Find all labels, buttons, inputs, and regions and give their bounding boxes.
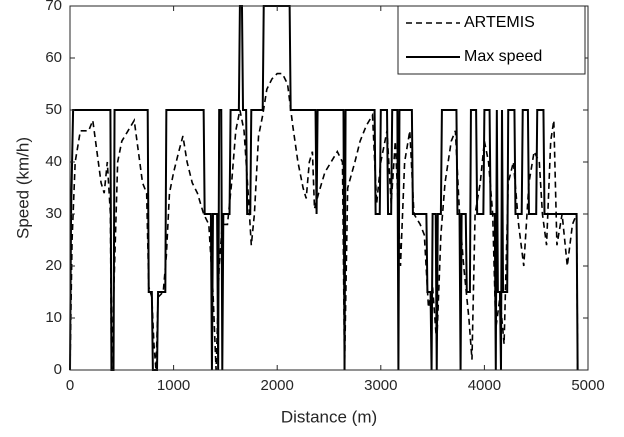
legend-label: ARTEMIS: [464, 14, 535, 31]
y-tick-label: 30: [45, 205, 62, 222]
x-tick-label: 1000: [157, 377, 190, 394]
x-tick-label: 0: [66, 377, 74, 394]
axes-box: [69, 5, 589, 371]
y-axis-label: Speed (km/h): [13, 137, 32, 239]
y-tick-label: 40: [45, 153, 62, 170]
y-tick-label: 60: [45, 49, 62, 66]
x-axis-label: Distance (m): [281, 407, 377, 426]
x-tick-label: 3000: [364, 377, 397, 394]
plot-area: [69, 5, 579, 371]
y-tick-label: 0: [54, 361, 62, 378]
legend-label: Max speed: [464, 48, 542, 65]
legend-box: [397, 5, 586, 75]
x-tick-label: 5000: [571, 377, 604, 394]
x-tick-label: 4000: [468, 377, 501, 394]
y-tick-label: 20: [45, 257, 62, 274]
y-tick-label: 50: [45, 101, 62, 118]
x-tick-label: 2000: [261, 377, 294, 394]
y-tick-label: 10: [45, 309, 62, 326]
series-line: [69, 5, 579, 371]
y-tick-label: 70: [45, 0, 62, 14]
